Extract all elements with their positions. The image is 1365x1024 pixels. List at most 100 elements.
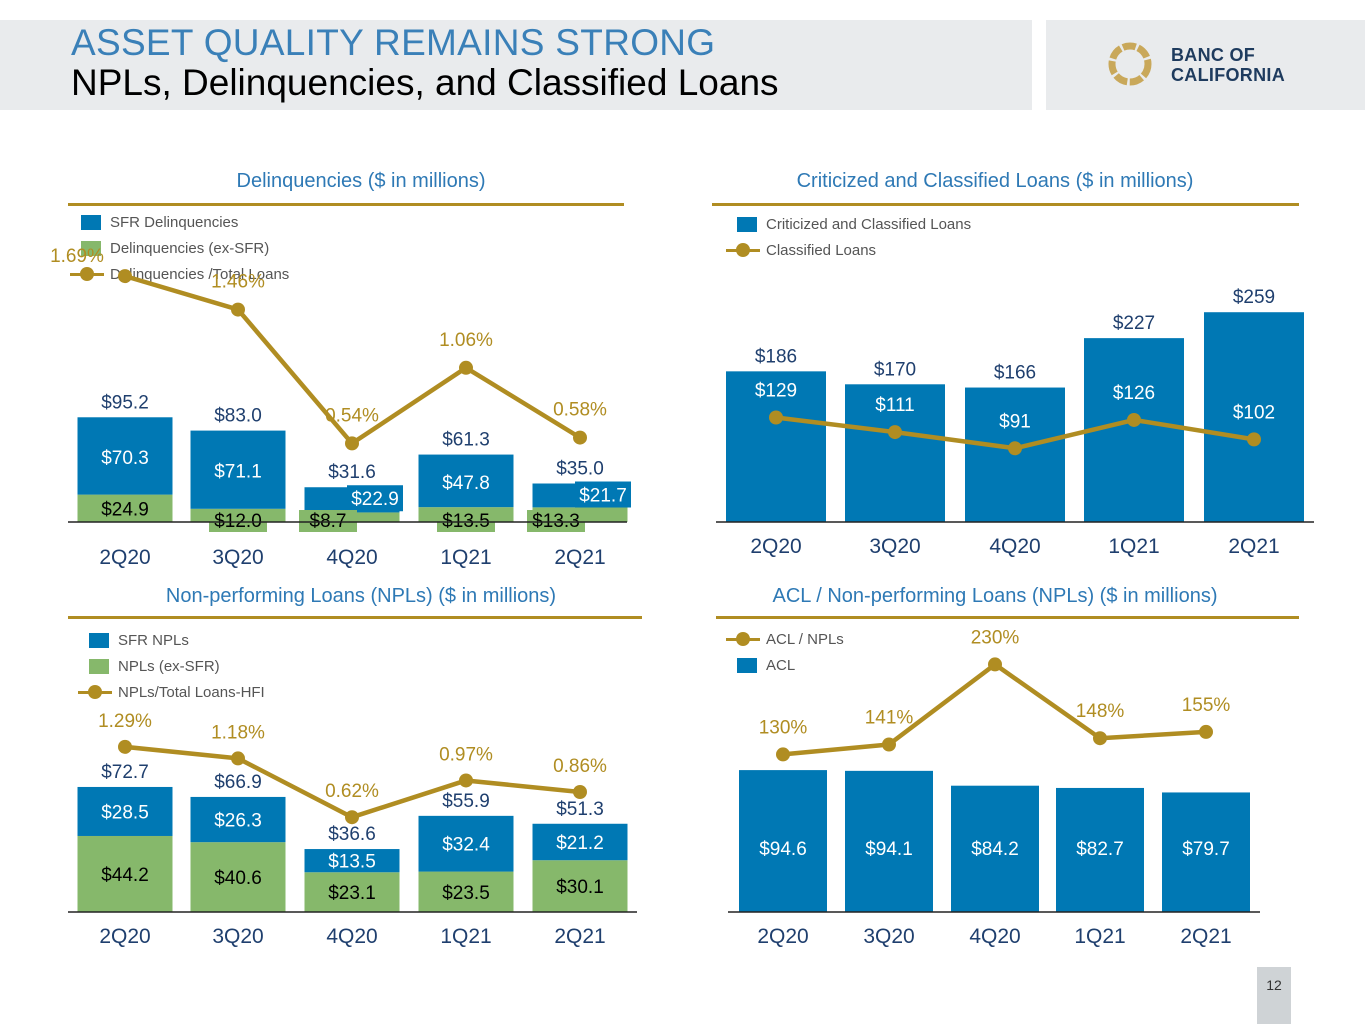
bar-ex-sfr <box>304 872 400 912</box>
line-value-label: $129 <box>755 381 797 402</box>
bar-sfr-label: $22.9 <box>351 489 399 510</box>
bar-sfr-label: $47.8 <box>442 473 490 494</box>
ratio-point <box>988 657 1002 672</box>
legend-swatch-blue <box>737 657 757 673</box>
bar-ex-sfr <box>77 835 173 912</box>
bar-sfr <box>532 823 628 861</box>
bar-ex-sfr <box>190 842 286 912</box>
bar-total-label: $51.3 <box>556 799 604 820</box>
bar-total-label: $83.0 <box>214 406 262 427</box>
category-tick-label: 3Q20 <box>212 925 263 948</box>
bar-total-label: $166 <box>994 363 1036 384</box>
bar-ex-sfr-label-box <box>437 510 495 532</box>
bar-sfr-label-box <box>347 485 403 512</box>
bar-sfr-label: $28.5 <box>101 802 149 823</box>
bar <box>845 770 933 912</box>
bar <box>845 384 945 522</box>
bar-ex-sfr-label-box <box>527 510 585 532</box>
bar <box>1204 312 1304 522</box>
line-value-label: 148% <box>1076 701 1125 722</box>
bar-total-label: $170 <box>874 359 916 380</box>
line-value-label: 0.97% <box>439 744 493 765</box>
category-tick-label: 4Q20 <box>326 546 377 569</box>
category-tick-label: 2Q21 <box>1228 535 1279 558</box>
line-value-label: 1.46% <box>211 272 265 293</box>
ratio-point <box>888 425 902 440</box>
logo-line1: BANC OF <box>1171 45 1256 65</box>
line-value-label: $91 <box>999 411 1031 432</box>
legend-item: SFR Delinquencies <box>70 209 289 235</box>
ratio-point <box>776 747 790 762</box>
category-tick-label: 1Q21 <box>1108 535 1159 558</box>
category-tick-label: 2Q21 <box>1180 925 1231 948</box>
criticized-title-rule <box>712 203 1299 206</box>
page-number: 12 <box>1266 977 1282 993</box>
page-title: ASSET QUALITY REMAINS STRONG <box>71 22 716 63</box>
bar-total-label: $66.9 <box>214 772 262 793</box>
line-value-label: 0.58% <box>553 400 607 421</box>
ratio-point <box>118 269 132 284</box>
bar-ex-sfr-label: $30.1 <box>556 877 604 898</box>
bar-ex-sfr-label-box <box>299 510 357 532</box>
legend-item: SFR NPLs <box>78 627 265 653</box>
ratio-point <box>1093 731 1107 746</box>
legend-swatch-blue <box>737 216 757 232</box>
line-value-label: 0.86% <box>553 756 607 777</box>
category-tick-label: 3Q20 <box>212 546 263 569</box>
bar-sfr <box>190 430 286 509</box>
bar-total-label: $55.9 <box>442 791 490 812</box>
bar <box>1162 792 1250 912</box>
line-value-label: 1.06% <box>439 330 493 351</box>
bar-total-label: $72.7 <box>101 762 149 783</box>
npl-legend: SFR NPLs NPLs (ex-SFR) NPLs/Total Loans-… <box>78 627 265 705</box>
acl-title-rule <box>716 616 1299 619</box>
legend-item: NPLs/Total Loans-HFI <box>78 679 265 705</box>
legend-line-marker <box>726 632 760 646</box>
legend-line-marker <box>726 243 760 257</box>
ratio-point <box>231 751 245 766</box>
bar-total-label: $35.0 <box>556 459 604 480</box>
legend-label: SFR NPLs <box>118 631 189 649</box>
bar <box>739 770 827 912</box>
category-tick-label: 2Q21 <box>554 546 605 569</box>
ratio-point <box>345 810 359 825</box>
bar-ex-sfr-label-box <box>209 510 267 532</box>
bar <box>1056 787 1144 912</box>
bar-total-label: $95.2 <box>101 392 149 413</box>
bar-ex-sfr <box>532 860 628 912</box>
bar-ex-sfr-label: $23.5 <box>442 883 490 904</box>
legend-item: Delinquencies (ex-SFR) <box>70 235 289 261</box>
legend-item: ACL <box>726 652 844 678</box>
legend-item: ACL / NPLs <box>726 626 844 652</box>
line-value-label: 1.29% <box>98 711 152 732</box>
bar-ex-sfr-label: $44.2 <box>101 865 149 886</box>
line-value-label: 141% <box>865 708 914 729</box>
delinquencies-legend: SFR Delinquencies Delinquencies (ex-SFR)… <box>70 209 289 287</box>
bar-sfr-label: $13.5 <box>328 852 376 873</box>
ratio-point <box>1127 412 1141 427</box>
bar-sfr-label: $71.1 <box>214 462 262 483</box>
logo-line2: CALIFORNIA <box>1171 65 1285 85</box>
bar-value-label: $79.7 <box>1182 839 1230 860</box>
bar-sfr <box>190 796 286 843</box>
ratio-point <box>459 360 473 375</box>
legend-item: Classified Loans <box>726 237 971 263</box>
legend-label: Classified Loans <box>766 241 877 259</box>
bar-sfr <box>418 454 514 508</box>
page-subtitle: NPLs, Delinquencies, and Classified Loan… <box>71 62 779 103</box>
legend-item: Criticized and Classified Loans <box>726 211 971 237</box>
bar-value-label: $94.6 <box>759 839 807 860</box>
acl-legend: ACL / NPLs ACL <box>726 626 844 678</box>
ring-logo-icon <box>1108 42 1152 86</box>
delinquencies-title: Delinquencies ($ in millions) <box>236 170 486 192</box>
line-value-label: 0.62% <box>325 781 379 802</box>
bar-ex-sfr <box>77 494 173 522</box>
ratio-point <box>1008 441 1022 456</box>
bar-total-label: $36.6 <box>328 824 376 845</box>
line-value-label: 0.54% <box>325 405 379 426</box>
legend-swatch-green <box>89 658 109 674</box>
legend-label: ACL / NPLs <box>766 630 844 648</box>
line-value-label: 130% <box>759 717 808 738</box>
bar-sfr <box>77 417 173 495</box>
